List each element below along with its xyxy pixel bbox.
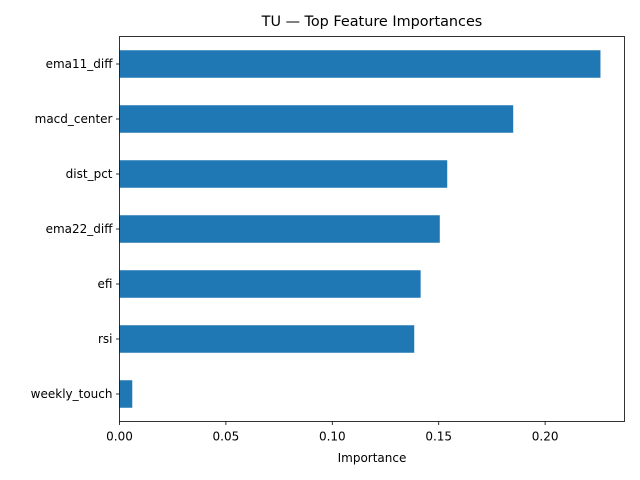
y-tick-label: efi [98, 277, 113, 291]
y-tick-label: ema22_diff [46, 222, 114, 236]
x-ticks: 0.00 0.05 0.10 0.15 0.20 [106, 421, 559, 444]
bar-efi [119, 270, 421, 298]
y-tick-label: dist_pct [66, 167, 113, 181]
y-tick-label: ema11_diff [46, 57, 114, 71]
bar-rsi [119, 325, 415, 353]
x-tick-label: 0.05 [213, 430, 240, 444]
x-tick-label: 0.00 [106, 430, 133, 444]
bar-ema11_diff [119, 50, 601, 78]
y-tick-label: macd_center [35, 112, 113, 126]
y-tick-label: weekly_touch [31, 387, 113, 401]
bars [119, 50, 601, 408]
y-ticks: ema11_diff macd_center dist_pct ema22_diffe… [31, 57, 120, 401]
y-tick-label: rsi [98, 332, 113, 346]
x-tick-label: 0.10 [319, 430, 346, 444]
plot-frame [119, 36, 625, 422]
bar-ema22_diff [119, 215, 440, 243]
chart-title: TU — Top Feature Importances [261, 14, 483, 30]
x-tick-label: 0.15 [425, 430, 452, 444]
x-axis-label: Importance [338, 451, 407, 465]
bar-macd_center [119, 105, 514, 133]
x-tick-label: 0.20 [532, 430, 559, 444]
bar-dist_pct [119, 160, 448, 188]
bar-weekly_touch [119, 380, 133, 408]
